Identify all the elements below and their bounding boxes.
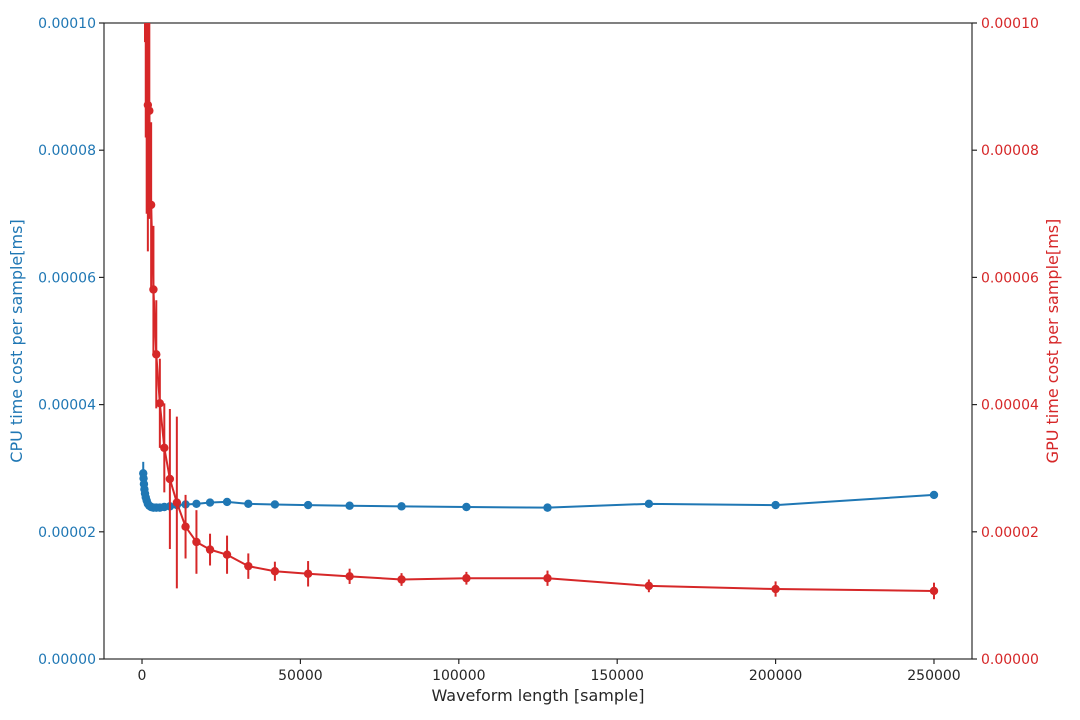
x-tick-label: 250000 xyxy=(907,668,960,684)
x-axis-label: Waveform length [sample] xyxy=(431,686,644,705)
y-left-tick-label: 0.00008 xyxy=(38,143,96,159)
cpu-data-point xyxy=(244,499,253,509)
x-tick-label: 150000 xyxy=(590,668,643,684)
cpu-data-point xyxy=(205,498,215,507)
cpu-data-point xyxy=(192,499,201,509)
y-left-tick-label: 0.00002 xyxy=(38,525,96,541)
gpu-data-point xyxy=(165,474,175,484)
y-right-tick-label: 0.00010 xyxy=(981,16,1039,32)
gpu-data-point xyxy=(192,537,201,547)
y-left-tick-label: 0.00004 xyxy=(38,398,96,414)
cpu-data-point xyxy=(303,500,313,510)
y-left-tick-label: 0.00006 xyxy=(38,270,96,286)
cpu-data-point xyxy=(543,503,552,512)
gpu-data-point xyxy=(345,572,354,581)
gpu-data-point xyxy=(222,550,232,559)
cpu-data-point xyxy=(270,500,280,509)
gpu-data-point xyxy=(160,443,169,453)
gpu-data-point xyxy=(644,581,654,591)
gpu-data-point xyxy=(543,574,552,583)
gpu-data-point xyxy=(152,350,161,359)
x-tick-label: 50000 xyxy=(278,668,323,684)
x-tick-label: 0 xyxy=(138,668,147,684)
cpu-data-point xyxy=(345,501,354,510)
gpu-data-point xyxy=(270,567,280,576)
gpu-line xyxy=(146,23,935,592)
y-axis-label-left: CPU time cost per sample[ms] xyxy=(7,219,26,462)
gpu-data-point xyxy=(149,285,158,294)
x-tick-label: 200000 xyxy=(749,668,802,684)
cpu-data-point xyxy=(929,490,939,500)
cpu-data-point xyxy=(771,500,780,510)
gpu-data-point xyxy=(462,574,471,583)
cpu-data-point xyxy=(397,502,406,511)
gpu-data-point xyxy=(172,498,182,507)
y-left-tick-label: 0.00000 xyxy=(38,652,96,668)
cpu-data-point xyxy=(644,499,654,509)
gpu-data-point xyxy=(397,575,406,584)
gpu-data-point xyxy=(181,522,190,531)
y-right-tick-label: 0.00000 xyxy=(981,652,1039,668)
cpu-line xyxy=(142,473,935,509)
gpu-data-point xyxy=(205,545,215,554)
gpu-data-point xyxy=(155,399,165,408)
cpu-data-point xyxy=(462,502,471,512)
y-right-tick-label: 0.00008 xyxy=(981,143,1039,159)
y-axis-label-right: GPU time cost per sample[ms] xyxy=(1043,219,1062,464)
gpu-data-point xyxy=(146,200,156,210)
y-left-tick-label: 0.00010 xyxy=(38,16,96,32)
gpu-series xyxy=(143,23,939,600)
x-tick-label: 100000 xyxy=(432,668,485,684)
gpu-data-point xyxy=(771,584,780,594)
gpu-data-point xyxy=(244,561,253,571)
gpu-data-point xyxy=(303,569,313,578)
cpu-series xyxy=(139,461,939,512)
y-right-tick-label: 0.00006 xyxy=(981,270,1039,286)
plot-area: 0 50000 100000 150000 200000 250000 0.00000 0.0… xyxy=(38,16,1039,684)
y-right-tick-label: 0.00002 xyxy=(981,525,1039,541)
gpu-data-point xyxy=(929,586,939,596)
cpu-data-point xyxy=(222,497,232,507)
y-right-tick-label: 0.00004 xyxy=(981,398,1039,414)
axes-spines xyxy=(103,22,973,660)
gpu-data-point xyxy=(145,106,154,115)
